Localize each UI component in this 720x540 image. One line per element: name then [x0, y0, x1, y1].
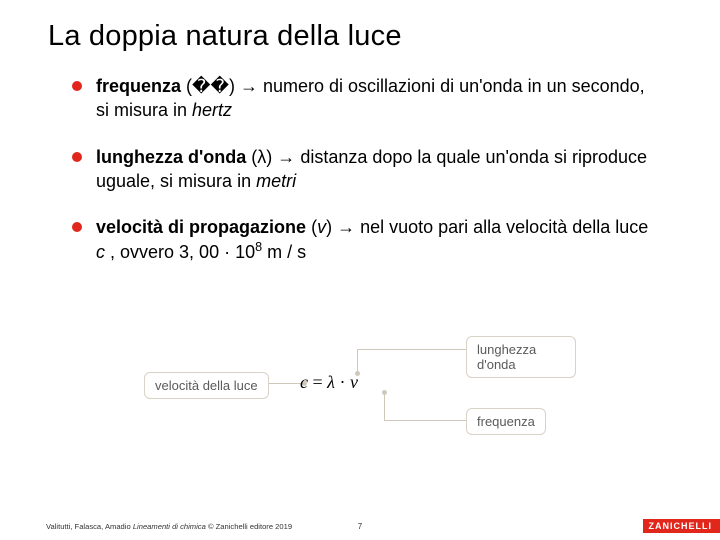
formula-lambda: λ	[327, 372, 335, 392]
brand-bar-stripe	[635, 519, 643, 533]
footer-authors: Valitutti, Falasca, Amadio	[46, 522, 133, 531]
label-lunghezza: lunghezza d'onda	[466, 336, 576, 378]
list-item: frequenza (��) → numero di oscillazioni …	[72, 74, 662, 123]
symbol-close: )	[326, 217, 337, 237]
symbol-var: v	[317, 217, 326, 237]
bullet-icon	[72, 81, 82, 91]
slide-title: La doppia natura della luce	[48, 20, 402, 53]
brand-logo: ZANICHELLI	[643, 519, 720, 533]
footer-book: Lineamenti di chimica	[133, 522, 206, 531]
list-item: velocità di propagazione (v) → nel vuoto…	[72, 215, 662, 265]
term: frequenza	[96, 76, 181, 96]
connector-line	[384, 392, 385, 420]
formula-figure: c = λ · ν velocità della luce lunghezza …	[144, 336, 576, 454]
term: velocità di propagazione	[96, 217, 306, 237]
unit: hertz	[192, 100, 232, 120]
connector-dot	[382, 390, 387, 395]
bullet-icon	[72, 152, 82, 162]
label-frequenza: frequenza	[466, 408, 546, 435]
item-body: velocità di propagazione (v) → nel vuoto…	[96, 215, 662, 265]
formula-dot: ·	[335, 372, 350, 392]
brand-bar: ZANICHELLI	[635, 519, 720, 533]
item-body: lunghezza d'onda (λ) → distanza dopo la …	[96, 145, 662, 194]
slide: La doppia natura della luce frequenza (�…	[0, 0, 720, 540]
definition-b: , ovvero 3, 00 · 10	[110, 242, 255, 262]
formula-c: c	[300, 372, 308, 392]
term: lunghezza d'onda	[96, 147, 246, 167]
definition-c: m / s	[262, 242, 306, 262]
footer-credits: Valitutti, Falasca, Amadio Lineamenti di…	[46, 522, 292, 531]
arrow: →	[337, 217, 360, 237]
symbol: (λ)	[251, 147, 277, 167]
label-velocita: velocità della luce	[144, 372, 269, 399]
formula: c = λ · ν	[300, 372, 358, 393]
unit: metri	[256, 171, 296, 191]
var-c: c	[96, 242, 105, 262]
content-list: frequenza (��) → numero di oscillazioni …	[72, 74, 662, 287]
definition-a: nel vuoto pari alla velocità della luce	[360, 217, 648, 237]
item-body: frequenza (��) → numero di oscillazioni …	[96, 74, 662, 123]
arrow: →	[277, 147, 300, 167]
page-number: 7	[358, 522, 362, 531]
bullet-icon	[72, 222, 82, 232]
connector-line	[357, 349, 467, 350]
connector-line	[264, 383, 304, 384]
connector-line	[357, 349, 358, 373]
list-item: lunghezza d'onda (λ) → distanza dopo la …	[72, 145, 662, 194]
formula-nu: ν	[350, 372, 358, 392]
formula-eq: =	[308, 372, 327, 392]
footer: Valitutti, Falasca, Amadio Lineamenti di…	[0, 512, 720, 540]
arrow: →	[240, 76, 263, 96]
connector-line	[384, 420, 467, 421]
footer-rights: © Zanichelli editore 2019	[206, 522, 292, 531]
symbol: (��)	[186, 76, 235, 96]
